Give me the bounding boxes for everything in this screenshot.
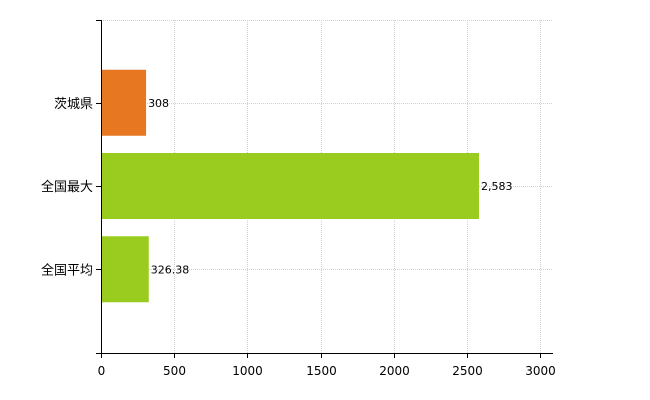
x-tick-label: 2500 [452,364,483,378]
x-tick-label: 3000 [525,364,556,378]
data-label: 326.38 [151,263,190,276]
category-label: 全国最大 [41,179,93,195]
data-label: 308 [148,97,169,110]
data-label: 2,583 [481,180,513,193]
x-tick-label: 0 [98,364,106,378]
category-label: 茨城県 [54,97,93,112]
bar-1 [101,69,147,136]
labels: 0 500 1000 1500 2000 2500 3000 茨城県 308 全国最大 2,583 全… [41,97,556,378]
bar-3 [101,236,149,303]
category-label: 全国平均 [41,262,93,278]
x-tick-label: 500 [163,364,186,378]
bar-2 [101,153,479,219]
axes [96,20,553,358]
x-tick-label: 1500 [306,364,337,378]
bars [101,69,479,303]
x-tick-label: 2000 [379,364,410,378]
x-tick-label: 1000 [232,364,263,378]
